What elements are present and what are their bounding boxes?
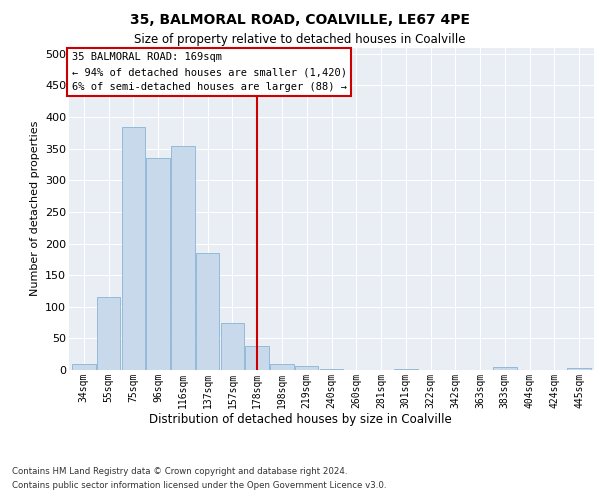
Bar [221, 322, 244, 370]
Bar [245, 346, 269, 370]
Bar [72, 364, 95, 370]
Text: Contains public sector information licensed under the Open Government Licence v3: Contains public sector information licen… [12, 481, 386, 490]
Bar [97, 298, 121, 370]
Bar [295, 366, 319, 370]
Bar [270, 364, 294, 370]
Bar [146, 158, 170, 370]
Text: Distribution of detached houses by size in Coalville: Distribution of detached houses by size … [149, 412, 451, 426]
Text: 35, BALMORAL ROAD, COALVILLE, LE67 4PE: 35, BALMORAL ROAD, COALVILLE, LE67 4PE [130, 12, 470, 26]
Bar [122, 126, 145, 370]
Y-axis label: Number of detached properties: Number of detached properties [29, 121, 40, 296]
Bar [196, 253, 220, 370]
Bar [493, 368, 517, 370]
Bar [568, 368, 591, 370]
Bar [171, 146, 194, 370]
Text: 35 BALMORAL ROAD: 169sqm
← 94% of detached houses are smaller (1,420)
6% of semi: 35 BALMORAL ROAD: 169sqm ← 94% of detach… [71, 52, 347, 92]
Text: Contains HM Land Registry data © Crown copyright and database right 2024.: Contains HM Land Registry data © Crown c… [12, 468, 347, 476]
Text: Size of property relative to detached houses in Coalville: Size of property relative to detached ho… [134, 32, 466, 46]
